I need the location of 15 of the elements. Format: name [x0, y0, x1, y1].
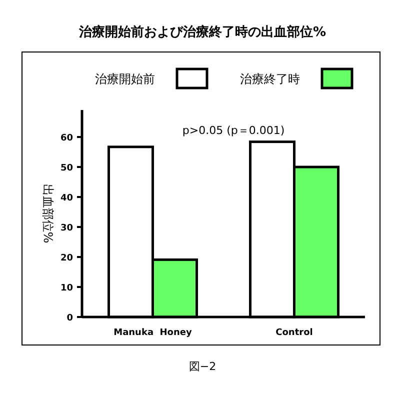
- y-tick-label: 50: [60, 164, 73, 174]
- x-tick-label: Control: [276, 328, 313, 338]
- y-tick-label: 60: [60, 134, 73, 144]
- legend-label: 治療終了時: [240, 72, 300, 86]
- y-tick-label: 40: [60, 194, 73, 204]
- title: 治療開始前および治療終了時の出血部位%: [78, 25, 326, 40]
- y-tick-label: 10: [60, 284, 73, 294]
- legend-label: 治療開始前: [95, 72, 155, 86]
- y-tick-label: 20: [60, 254, 73, 264]
- text: 図−2: [188, 360, 216, 373]
- x-tick-label: Manuka Honey: [114, 328, 192, 338]
- annotation: p>0.05 (p＝0.001): [182, 124, 285, 137]
- y-tick-label: 30: [60, 224, 73, 234]
- y-tick-label: 0: [66, 314, 73, 324]
- y-axis-title: 出血部位%: [41, 184, 55, 244]
